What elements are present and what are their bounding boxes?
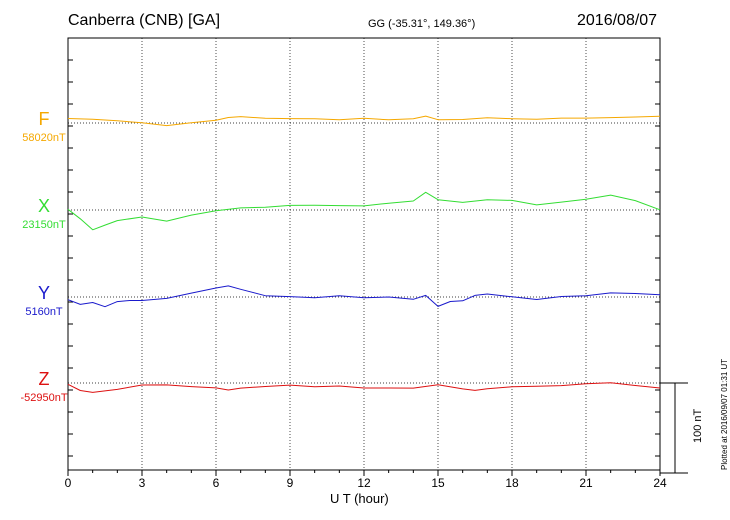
component-f-baseline: 58020nT: [22, 132, 66, 144]
component-f-name: F: [38, 109, 50, 129]
component-z-baseline: -52950nT: [20, 392, 68, 404]
component-z-name: Z: [38, 369, 50, 389]
x-tick-label: 18: [505, 476, 519, 490]
component-y-name: Y: [37, 283, 50, 303]
x-tick-label: 3: [139, 476, 146, 490]
plotted-timestamp: Plotted at 2016/09/07 01:31 UT: [720, 358, 729, 470]
component-y-baseline: 5160nT: [25, 306, 63, 318]
component-f-label: F 58020nT: [14, 110, 74, 145]
x-tick-label: 12: [357, 476, 371, 490]
component-y-label: Y 5160nT: [14, 284, 74, 319]
x-tick-label: 24: [653, 476, 667, 490]
x-tick-label: 6: [213, 476, 220, 490]
station-title: Canberra (CNB) [GA]: [68, 12, 221, 29]
series-y-line: [67, 285, 661, 308]
component-z-label: Z -52950nT: [14, 370, 74, 405]
component-x-label: X 23150nT: [14, 197, 74, 232]
x-tick-label: 9: [287, 476, 294, 490]
x-tick-label: 15: [431, 476, 445, 490]
component-x-baseline: 23150nT: [22, 219, 66, 231]
plot-date: 2016/08/07: [577, 12, 658, 29]
series-x-line: [67, 191, 661, 231]
series-z-line: [67, 382, 661, 393]
series-f-line: [67, 115, 661, 127]
component-x-name: X: [37, 196, 50, 216]
x-axis-label: U T (hour): [330, 491, 389, 506]
x-tick-label: 21: [579, 476, 593, 490]
x-tick-label: 0: [65, 476, 72, 490]
station-coordinates: GG (-35.31°, 149.36°): [368, 18, 476, 30]
scale-bar-label: 100 nT: [692, 408, 704, 443]
